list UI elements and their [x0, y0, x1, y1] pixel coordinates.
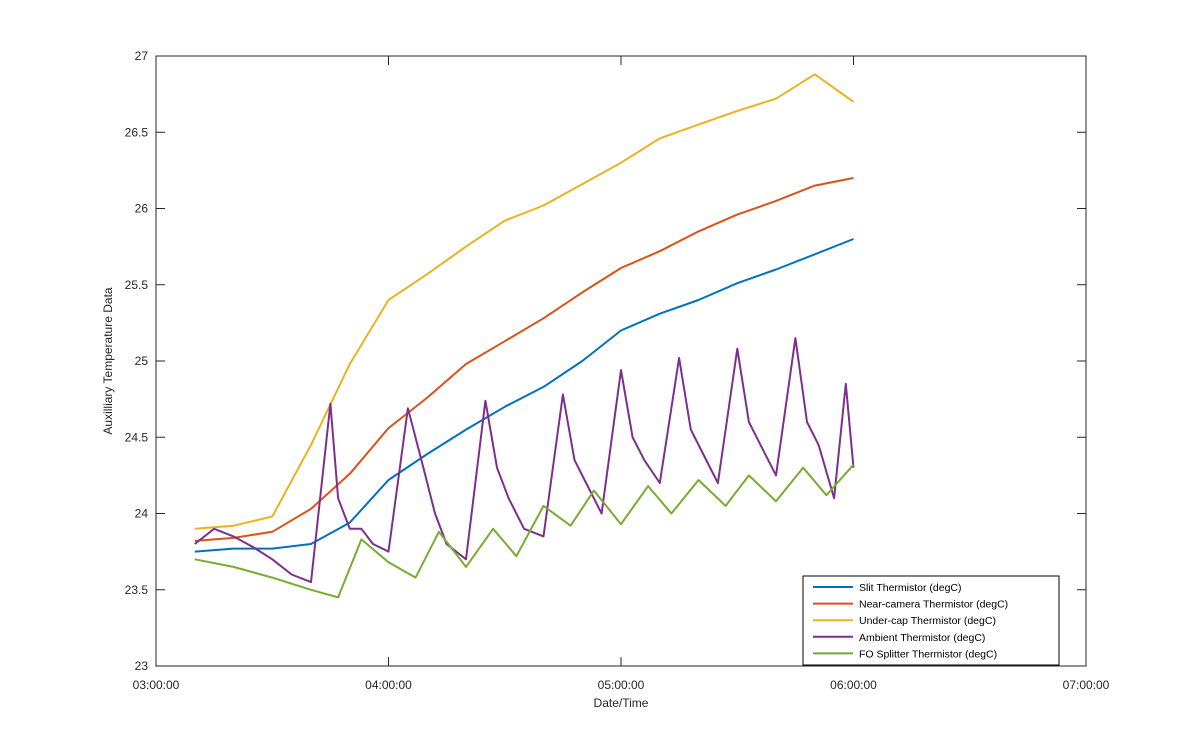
legend-entry: Near-camera Thermistor (degC) [859, 599, 1008, 611]
y-tick-label: 25 [135, 354, 149, 368]
legend: Slit Thermistor (degC) Near-camera Thermi… [802, 575, 1060, 666]
legend-entry: Slit Thermistor (degC) [859, 582, 962, 594]
y-tick-label: 23 [135, 659, 149, 673]
y-tick-label: 25.5 [125, 278, 149, 292]
y-tick-label: 24.5 [125, 430, 149, 444]
x-axis-label: Date/Time [594, 696, 649, 710]
y-tick-label: 26.5 [125, 125, 149, 139]
y-tick-label: 26 [135, 202, 149, 216]
series-line-1 [194, 238, 854, 553]
x-tick-label: 04:00:00 [365, 678, 412, 692]
tick-layer: 03:00:00 04:00:00 05:00:00 06:00:00 07:00:00… [125, 49, 1110, 692]
legend-entry: FO Splitter Thermistor (degC) [859, 648, 997, 660]
plot-area [155, 55, 1087, 667]
y-tick-label: 24 [135, 507, 149, 521]
legend-entry: Ambient Thermistor (degC) [859, 632, 985, 644]
x-tick-label: 06:00:00 [830, 678, 877, 692]
series-layer [194, 73, 855, 599]
y-tick-label: 23.5 [125, 583, 149, 597]
y-axis-label: Auxilliary Temperature Data [101, 287, 115, 435]
series-line-3 [194, 73, 855, 530]
series-line-2 [194, 177, 854, 542]
series-line-5 [194, 464, 855, 599]
legend-entry: Under-cap Thermistor (degC) [859, 615, 996, 627]
series-line-4 [194, 337, 855, 584]
x-tick-label: 07:00:00 [1063, 678, 1110, 692]
x-tick-label: 05:00:00 [598, 678, 645, 692]
y-tick-label: 27 [135, 49, 149, 63]
x-tick-label: 03:00:00 [133, 678, 180, 692]
